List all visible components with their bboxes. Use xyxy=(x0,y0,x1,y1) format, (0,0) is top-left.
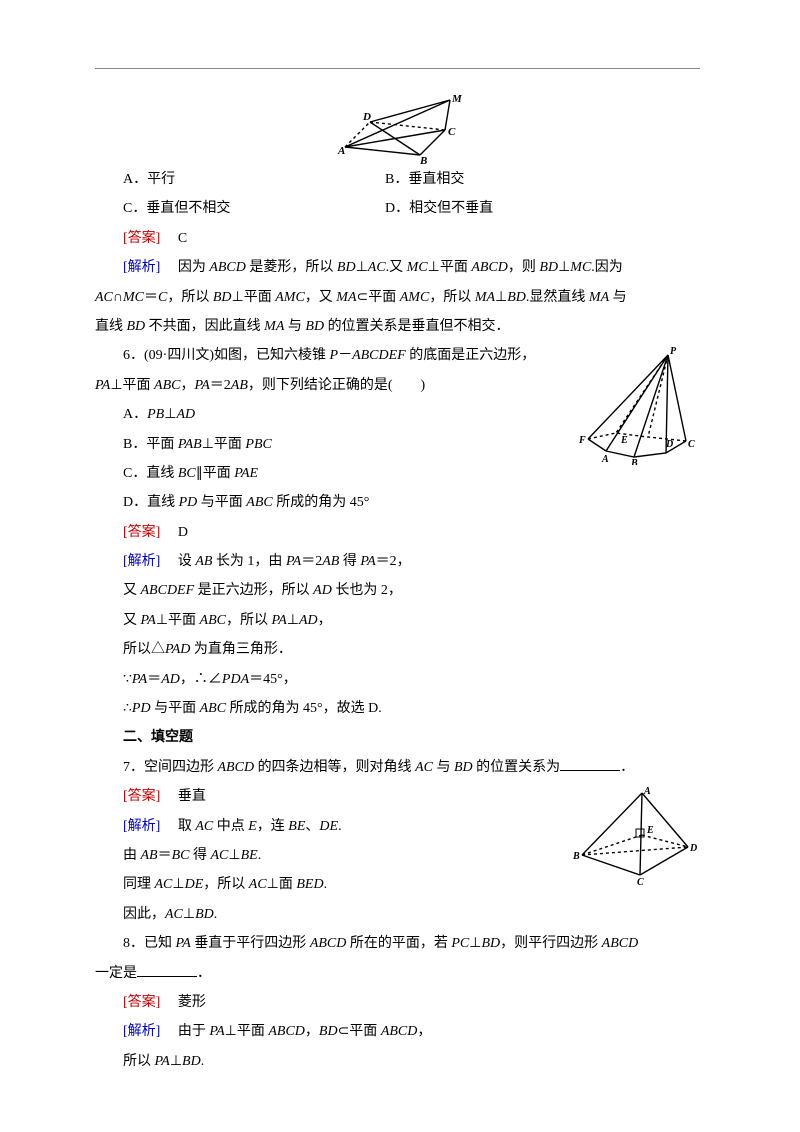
svg-text:A: A xyxy=(601,454,609,465)
svg-text:D: D xyxy=(689,843,697,854)
q7-blank xyxy=(560,757,620,771)
q5-label-C: C xyxy=(448,126,456,138)
svg-text:C: C xyxy=(688,439,695,450)
q6-figure: P A B C D E F xyxy=(576,345,706,465)
q5-answer-line: [答案] C xyxy=(95,224,700,253)
q5-choice-row-1: A．平行 B．垂直相交 xyxy=(95,165,700,194)
q7-figure: A B C D E xyxy=(570,785,700,885)
svg-text:E: E xyxy=(646,825,654,836)
q6-ana-4: ∵PA＝AD，∴∠PDA＝45°， xyxy=(95,665,700,694)
q6-ana-0: [解析] 设 AB 长为 1，由 PA＝2AB 得 PA＝2， xyxy=(95,547,700,576)
q5-figure: A B C D M xyxy=(330,92,470,164)
svg-text:C: C xyxy=(637,877,644,885)
q5-choice-row-2: C．垂直但不相交 D．相交但不垂直 xyxy=(95,194,700,223)
svg-text:P: P xyxy=(670,346,677,357)
q8-ana-1: 所以 PA⊥BD. xyxy=(95,1047,700,1076)
svg-text:A: A xyxy=(643,786,651,797)
q7-answer: 垂直 xyxy=(178,789,206,804)
q6-ana-3: 所以△PAD 为直角三角形． xyxy=(95,635,700,664)
q7-stem: 7．空间四边形 ABCD 的四条边相等，则对角线 AC 与 BD 的位置关系为． xyxy=(95,753,700,782)
q5-label-D: D xyxy=(362,111,371,123)
q8-answer: 菱形 xyxy=(178,995,206,1010)
q7-ana-3: 因此，AC⊥BD. xyxy=(95,900,700,929)
q6-answer: D xyxy=(178,525,188,540)
svg-text:B: B xyxy=(572,851,580,862)
q8-ana-0: [解析] 由于 PA⊥平面 ABCD，BD⊂平面 ABCD， xyxy=(95,1017,700,1046)
q5-analysis: [解析] 因为 ABCD 是菱形，所以 BD⊥AC.又 MC⊥平面 ABCD，则… xyxy=(95,253,700,282)
q6-ana-1: 又 ABCDEF 是正六边形，所以 AD 长也为 2， xyxy=(95,576,700,605)
q5-answer: C xyxy=(178,231,187,246)
q5-choice-B: B．垂直相交 xyxy=(385,165,464,194)
svg-text:E: E xyxy=(620,435,628,446)
q6-ana-5: ∴PD 与平面 ABC 所成的角为 45°，故选 D. xyxy=(95,694,700,723)
q5-label-B: B xyxy=(419,155,427,164)
svg-text:D: D xyxy=(665,439,673,450)
section-2-heading: 二、填空题 xyxy=(95,723,700,752)
q8-answer-line: [答案] 菱形 xyxy=(95,988,700,1017)
q6-choice-D: D．直线 PD 与平面 ABC 所成的角为 45° xyxy=(95,488,700,517)
q6-ana-2: 又 PA⊥平面 ABC，所以 PA⊥AD， xyxy=(95,606,700,635)
q5-label-A: A xyxy=(337,145,345,157)
q5-choice-A: A．平行 xyxy=(95,165,385,194)
svg-text:F: F xyxy=(578,435,586,446)
q5-analysis-3: 直线 BD 不共面，因此直线 MA 与 BD 的位置关系是垂直但不相交． xyxy=(95,312,700,341)
q8-stem-1: 8．已知 PA 垂直于平行四边形 ABCD 所在的平面，若 PC⊥BD，则平行四… xyxy=(95,929,700,958)
q6-answer-line: [答案] D xyxy=(95,518,700,547)
q8-blank xyxy=(137,963,197,977)
svg-text:B: B xyxy=(630,458,638,465)
q8-stem-2: 一定是． xyxy=(95,959,700,988)
q5-analysis-2: AC∩MC＝C，所以 BD⊥平面 AMC，又 MA⊂平面 AMC，所以 MA⊥B… xyxy=(95,283,700,312)
q5-choice-D: D．相交但不垂直 xyxy=(385,194,493,223)
answer-label: [答案] xyxy=(123,231,160,246)
analysis-label: [解析] xyxy=(123,260,160,275)
top-rule xyxy=(95,68,700,69)
q5-label-M: M xyxy=(451,93,463,105)
q5-choice-C: C．垂直但不相交 xyxy=(95,194,385,223)
